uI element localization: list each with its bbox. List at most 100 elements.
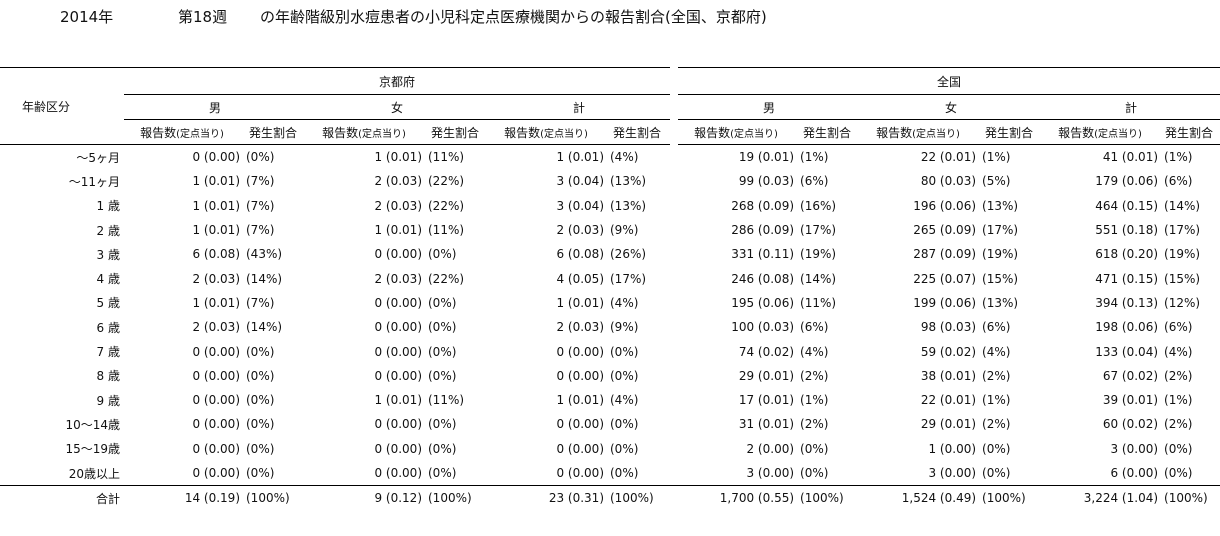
ratio-cell: (2%) [982, 417, 1011, 432]
age-cell: 20歳以上 [68, 466, 120, 481]
ratio-cell: (1%) [800, 393, 829, 408]
count-cell: 31 (0.01) [738, 417, 795, 432]
ratio-cell: (11%) [428, 223, 465, 238]
per-site-label: (定点当り) [176, 128, 224, 140]
ratio-cell: (0%) [428, 417, 457, 432]
count-cell: 60 (0.02) [1102, 417, 1159, 432]
count-cell: 0 (0.00) [374, 320, 422, 335]
count-cell: 0 (0.00) [556, 368, 604, 383]
count-cell: 0 (0.00) [192, 466, 240, 480]
count-cell: 133 (0.04) [1095, 344, 1159, 359]
count-cell: 3 (0.00) [1110, 441, 1159, 456]
ratio-cell: (100%) [1158, 485, 1220, 511]
ratio-cell: (5%) [982, 174, 1011, 189]
report-week: 第18週 [178, 8, 228, 26]
ratio-cell: (0%) [982, 441, 1011, 456]
count-label: 報告数 [140, 125, 177, 140]
count-cell: 195 (0.06) [731, 295, 795, 310]
ratio-cell: (9%) [610, 223, 639, 238]
ratio-column-header: 発生割合 [794, 119, 861, 145]
ratio-cell: (17%) [1164, 223, 1201, 238]
sex-header-female: 女 [306, 94, 488, 120]
ratio-cell: (6%) [1164, 320, 1193, 335]
table-row: 6 歳 2 (0.03) (14%) 0 (0.00) (0%) 2 (0.03) (9%)… [0, 315, 1220, 339]
table-row: 15～19歳 0 (0.00) (0%) 0 (0.00) (0%) 0 (0.00) (0… [0, 437, 1220, 461]
count-cell: 3 (0.00) [928, 466, 977, 480]
count-cell: 3 (0.04) [556, 198, 604, 213]
count-cell: 0 (0.00) [374, 368, 422, 383]
count-cell: 67 (0.02) [1102, 368, 1159, 383]
ratio-cell: (13%) [982, 295, 1019, 310]
count-label: 報告数 [504, 125, 541, 140]
age-cell: ～11ヶ月 [68, 174, 120, 189]
ratio-cell: (19%) [1164, 247, 1201, 262]
sex-header-male: 男 [678, 94, 861, 120]
count-cell: 331 (0.11) [731, 247, 795, 262]
ratio-cell: (0%) [246, 417, 275, 432]
ratio-cell: (26%) [610, 247, 647, 262]
ratio-cell: (100%) [422, 485, 488, 511]
age-cell: 合計 [0, 485, 124, 511]
per-site-label: (定点当り) [540, 128, 588, 140]
ratio-cell: (14%) [1164, 198, 1201, 213]
count-cell: 1 (0.01) [374, 223, 422, 238]
ratio-cell: (1%) [1164, 150, 1193, 165]
count-cell: 74 (0.02) [738, 344, 795, 359]
ratio-cell: (11%) [428, 393, 465, 408]
count-cell: 1 (0.01) [192, 198, 240, 213]
table-row: 1 歳 1 (0.01) (7%) 2 (0.03) (22%) 3 (0.04) (13%… [0, 194, 1220, 218]
ratio-cell: (19%) [982, 247, 1019, 262]
count-cell: 98 (0.03) [920, 320, 977, 335]
count-cell: 14 (0.19) [124, 485, 240, 511]
ratio-column-header: 発生割合 [240, 119, 306, 145]
ratio-cell: (4%) [610, 150, 639, 165]
count-cell: 0 (0.00) [192, 417, 240, 432]
count-cell: 0 (0.00) [192, 441, 240, 456]
count-cell: 1 (0.01) [556, 393, 604, 408]
sex-header-male: 男 [124, 94, 306, 120]
count-cell: 0 (0.00) [374, 417, 422, 432]
count-cell: 0 (0.00) [556, 441, 604, 456]
count-column-header: 報告数(定点当り) [860, 119, 977, 145]
count-cell: 551 (0.18) [1095, 223, 1159, 238]
count-cell: 6 (0.00) [1110, 466, 1159, 480]
ratio-cell: (4%) [610, 393, 639, 408]
age-cell: 4 歳 [96, 272, 120, 287]
table-body: ～5ヶ月 0 (0.00) (0%) 1 (0.01) (11%) 1 (0.01) (4%… [0, 145, 1220, 511]
count-cell: 2 (0.03) [556, 320, 604, 335]
ratio-cell: (11%) [800, 295, 837, 310]
sex-header-female: 女 [860, 94, 1043, 120]
count-column-header: 報告数(定点当り) [1042, 119, 1159, 145]
count-cell: 4 (0.05) [556, 271, 604, 286]
count-cell: 0 (0.00) [556, 344, 604, 359]
count-cell: 22 (0.01) [920, 150, 977, 165]
count-cell: 9 (0.12) [306, 485, 422, 511]
count-cell: 2 (0.03) [374, 174, 422, 189]
ratio-cell: (0%) [428, 247, 457, 262]
count-cell: 19 (0.01) [738, 150, 795, 165]
count-cell: 0 (0.00) [556, 466, 604, 480]
age-cell: ～5ヶ月 [76, 150, 120, 165]
count-cell: 225 (0.07) [913, 271, 977, 286]
count-cell: 100 (0.03) [731, 320, 795, 335]
ratio-cell: (22%) [428, 174, 465, 189]
age-cell: 3 歳 [96, 247, 120, 262]
count-cell: 1 (0.01) [374, 393, 422, 408]
ratio-cell: (4%) [800, 344, 829, 359]
count-column-header: 報告数(定点当り) [124, 119, 240, 145]
ratio-cell: (7%) [246, 223, 275, 238]
table-row: ～11ヶ月 1 (0.01) (7%) 2 (0.03) (22%) 3 (0.04) (1… [0, 169, 1220, 193]
count-cell: 1 (0.00) [928, 441, 977, 456]
ratio-cell: (0%) [1164, 441, 1193, 456]
count-cell: 23 (0.31) [488, 485, 604, 511]
ratio-cell: (14%) [246, 271, 283, 286]
ratio-cell: (2%) [800, 368, 829, 383]
ratio-cell: (6%) [982, 320, 1011, 335]
count-column-header: 報告数(定点当り) [678, 119, 795, 145]
ratio-cell: (0%) [428, 441, 457, 456]
ratio-cell: (100%) [976, 485, 1043, 511]
count-cell: 246 (0.08) [731, 271, 795, 286]
age-cell: 5 歳 [96, 296, 120, 311]
region-header-national: 全国 [678, 67, 1220, 95]
count-cell: 1 (0.01) [192, 295, 240, 310]
